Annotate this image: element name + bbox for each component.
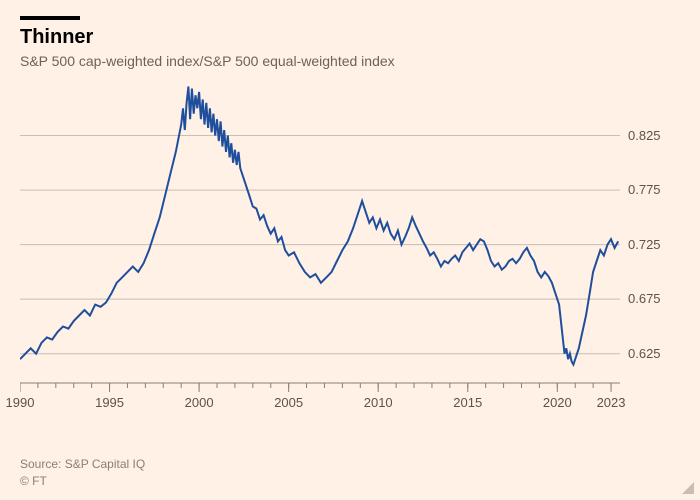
y-axis-label: 0.725 bbox=[628, 237, 661, 252]
source-text: Source: S&P Capital IQ bbox=[20, 456, 145, 473]
copyright-text: © FT bbox=[20, 473, 145, 490]
title-accent-bar bbox=[20, 16, 80, 20]
x-axis-label: 2023 bbox=[597, 395, 626, 410]
chart-area: 0.6250.6750.7250.7750.825199019952000200… bbox=[20, 81, 660, 421]
x-axis-label: 1990 bbox=[6, 395, 35, 410]
y-axis-label: 0.675 bbox=[628, 291, 661, 306]
x-axis-label: 1995 bbox=[95, 395, 124, 410]
x-axis-label: 2015 bbox=[453, 395, 482, 410]
resize-corner-icon bbox=[682, 482, 694, 494]
chart-footer: Source: S&P Capital IQ © FT bbox=[20, 456, 145, 490]
x-axis-label: 2000 bbox=[185, 395, 214, 410]
x-axis-label: 2010 bbox=[364, 395, 393, 410]
y-axis-label: 0.825 bbox=[628, 128, 661, 143]
chart-svg bbox=[20, 81, 660, 421]
x-axis-label: 2005 bbox=[274, 395, 303, 410]
chart-title: Thinner bbox=[20, 26, 680, 49]
data-series-line bbox=[20, 87, 618, 365]
x-axis-label: 2020 bbox=[543, 395, 572, 410]
chart-subtitle: S&P 500 cap-weighted index/S&P 500 equal… bbox=[20, 53, 680, 69]
y-axis-label: 0.775 bbox=[628, 182, 661, 197]
y-axis-label: 0.625 bbox=[628, 346, 661, 361]
